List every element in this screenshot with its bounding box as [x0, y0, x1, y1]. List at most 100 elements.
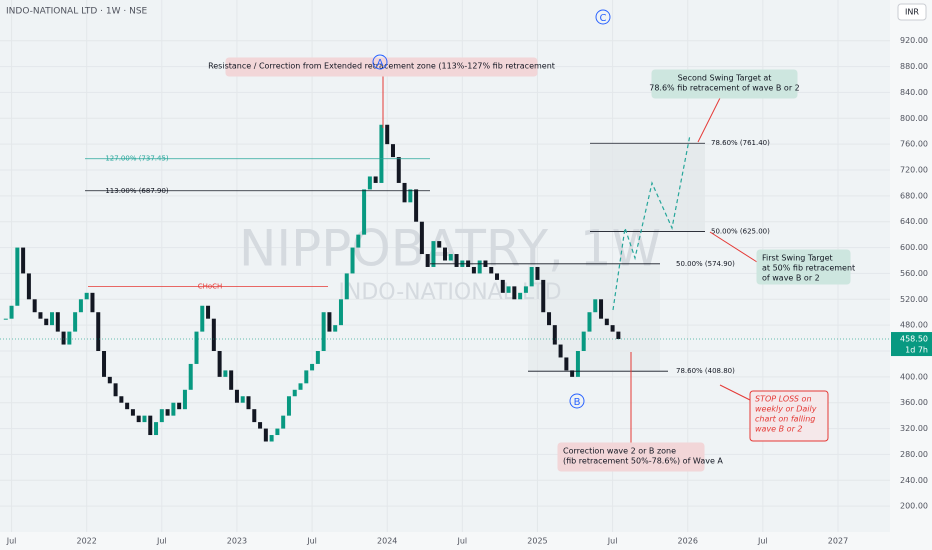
candle — [587, 312, 592, 332]
candle — [263, 428, 268, 442]
note-text: Correction wave 2 or B zone — [563, 447, 676, 456]
candle — [547, 312, 552, 326]
x-tick-label: 2023 — [227, 537, 247, 546]
candle — [616, 331, 621, 340]
candle — [206, 305, 211, 319]
candle — [182, 389, 187, 410]
candle — [125, 402, 130, 410]
candle — [390, 144, 395, 158]
candle — [15, 247, 20, 306]
candle — [188, 363, 193, 390]
candle — [171, 402, 176, 416]
fib-label: 78.60% (761.40) — [711, 139, 770, 147]
wave-label: C — [600, 13, 607, 24]
candle — [454, 254, 459, 267]
pointer — [697, 97, 721, 143]
y-tick-label: 200.00 — [900, 502, 928, 511]
candle — [414, 189, 419, 222]
candle — [379, 124, 384, 183]
candle — [159, 409, 164, 423]
price-axis-bg — [890, 0, 932, 550]
y-tick-label: 640.00 — [900, 217, 928, 226]
pointer — [719, 384, 751, 401]
candle — [321, 312, 326, 352]
candle — [44, 318, 49, 326]
candle — [327, 312, 332, 332]
candle — [315, 351, 320, 364]
candle — [489, 266, 494, 274]
candle — [234, 389, 239, 403]
candle — [304, 370, 309, 384]
candle — [78, 299, 83, 313]
candle — [142, 415, 147, 423]
candle — [448, 254, 453, 261]
candle — [9, 305, 14, 319]
candle — [471, 266, 476, 274]
candle — [344, 273, 349, 300]
candle — [350, 247, 355, 274]
candle — [512, 286, 517, 300]
currency-box — [897, 3, 927, 21]
y-tick-label: 840.00 — [900, 88, 928, 97]
fib-label: 50.00% (574.90) — [676, 260, 735, 268]
fib-label: 78.60% (408.80) — [676, 367, 735, 375]
candle — [593, 299, 598, 313]
countdown: 1d 7h — [905, 346, 928, 355]
note-box — [749, 390, 829, 442]
candle — [518, 292, 523, 300]
candle — [67, 331, 72, 345]
fib-label: 113.00% (687.90) — [105, 187, 169, 195]
note-text: chart on falling — [755, 415, 815, 424]
y-tick-label: 800.00 — [900, 114, 928, 123]
candle — [443, 247, 447, 261]
note-text: at 50% fib retracement — [762, 264, 855, 273]
fib-label: 127.00% (737.45) — [105, 155, 169, 163]
candle — [373, 176, 378, 183]
candle — [385, 124, 390, 145]
candle — [604, 318, 609, 326]
candle — [495, 273, 500, 280]
pointer — [709, 231, 758, 263]
candle — [3, 318, 8, 320]
candle — [194, 331, 199, 364]
candle — [564, 357, 569, 371]
note-box — [651, 69, 798, 99]
candle — [408, 189, 413, 203]
note-text: Second Swing Target at — [678, 74, 772, 83]
candle — [402, 182, 407, 203]
candle — [333, 325, 338, 332]
y-tick-label: 560.00 — [900, 269, 928, 278]
candle — [200, 305, 205, 332]
note-text: (fib retracement 50%-78.6%) of Wave A — [563, 457, 723, 466]
note-box — [225, 57, 538, 77]
candle — [362, 189, 367, 235]
candle — [581, 331, 586, 352]
candle — [165, 409, 170, 416]
note-box — [756, 249, 851, 285]
x-tick-label: Jul — [306, 537, 317, 546]
last-price-box — [891, 332, 932, 357]
note-text: Resistance / Correction from Extended re… — [208, 62, 555, 71]
candle — [240, 396, 245, 403]
last-price: 458.50 — [900, 335, 928, 344]
y-tick-label: 280.00 — [900, 450, 928, 459]
y-tick-label: 320.00 — [900, 424, 928, 433]
candle — [356, 234, 361, 248]
candle — [338, 299, 343, 326]
time-axis-bg — [0, 532, 932, 550]
candle — [26, 273, 31, 300]
x-tick-label: 2026 — [678, 537, 698, 546]
candle — [96, 312, 101, 352]
currency: INR — [905, 8, 919, 17]
candle — [217, 351, 222, 377]
candle — [523, 286, 528, 293]
wave-circle — [372, 54, 388, 70]
x-tick-label: Jul — [457, 537, 468, 546]
y-tick-label: 520.00 — [900, 295, 928, 304]
x-tick-label: 2024 — [377, 537, 397, 546]
candle — [529, 266, 534, 287]
candle — [84, 292, 89, 300]
candle — [552, 325, 557, 345]
candle — [281, 415, 286, 429]
candle — [148, 415, 153, 436]
